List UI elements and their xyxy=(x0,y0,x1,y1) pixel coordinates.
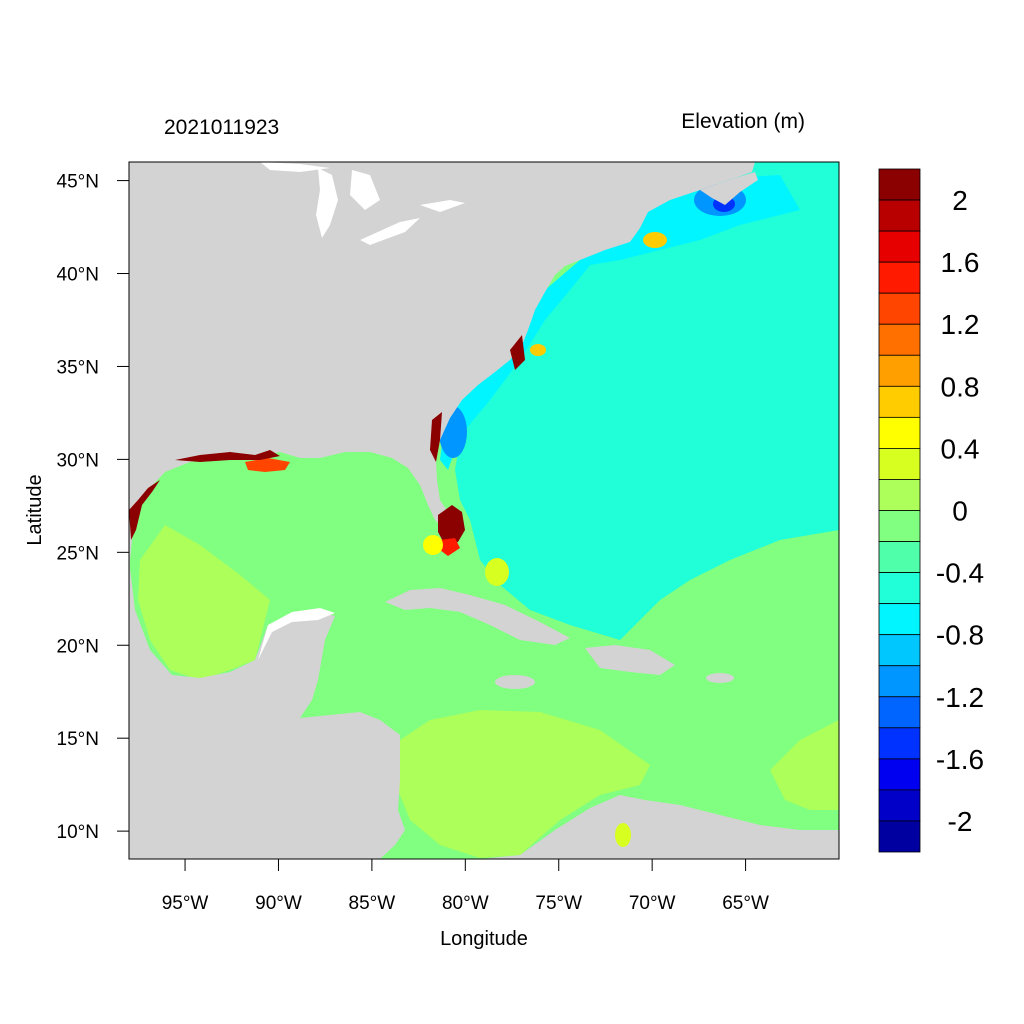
colorbar-swatch xyxy=(878,230,921,263)
colorbar-label: 1.2 xyxy=(941,309,980,340)
colorbar-swatch xyxy=(878,820,921,853)
colorbar-swatch xyxy=(878,448,921,480)
jamaica-island xyxy=(495,675,535,689)
y-tick-label: 30°N xyxy=(57,450,99,471)
colorbar-swatch xyxy=(878,323,921,356)
x-tick-label: 75°W xyxy=(535,893,582,914)
y-tick-label: 10°N xyxy=(57,822,99,843)
colorbar-swatch xyxy=(878,572,921,605)
colorbar-label: -0.8 xyxy=(936,620,984,651)
shelf-negative-region xyxy=(440,175,800,470)
x-tick-label: 85°W xyxy=(349,893,396,914)
colorbar-label: -0.4 xyxy=(936,558,984,589)
lake-superior xyxy=(260,162,330,172)
mexico-central-america xyxy=(129,560,405,859)
colorbar-label: 0.8 xyxy=(941,371,980,402)
colorbar-swatch xyxy=(878,634,921,667)
texas-coast-surge xyxy=(129,480,160,540)
map-panel xyxy=(129,162,839,859)
colorbar-swatch xyxy=(878,199,921,232)
colorbar-swatch xyxy=(878,292,921,325)
colorbar-label: 2 xyxy=(952,185,968,216)
surge-hotspots xyxy=(129,232,667,847)
lake-erie xyxy=(360,218,420,245)
colorbar-swatch xyxy=(878,479,921,511)
x-axis-ticks: 95°W 90°W 85°W 80°W 75°W 70°W 65°W xyxy=(162,859,769,914)
map-frame xyxy=(128,161,840,860)
colorbar-swatch xyxy=(878,789,921,822)
south-america-landmass xyxy=(480,795,839,859)
colorbar-label: 0.4 xyxy=(941,433,980,464)
x-tick-label: 90°W xyxy=(255,893,302,914)
y-tick-label: 25°N xyxy=(57,543,99,564)
colorbar-swatch xyxy=(878,261,921,294)
colorbar-swatch xyxy=(878,727,921,760)
hispaniola-island xyxy=(585,645,675,675)
colorbar-label: 1.6 xyxy=(941,247,980,278)
atlantic-negative-region xyxy=(455,162,839,640)
yucatan-gulf-gap xyxy=(258,608,335,660)
x-tick-label: 80°W xyxy=(442,893,489,914)
colorbar-label: -1.2 xyxy=(936,682,984,713)
colorbar-label: 0 xyxy=(952,496,968,527)
y-tick-label: 45°N xyxy=(57,172,99,193)
colorbar-swatch xyxy=(878,758,921,791)
south-florida-surge xyxy=(438,505,465,545)
lake-ontario xyxy=(420,200,465,212)
colorbar-swatch xyxy=(878,354,921,387)
western-gulf-positive xyxy=(138,525,270,680)
colorbar-swatch xyxy=(878,416,921,449)
venezuela-gulf-positive xyxy=(615,823,631,847)
eastern-caribbean-positive xyxy=(770,720,839,810)
y-tick-label: 35°N xyxy=(57,357,99,378)
x-tick-label: 95°W xyxy=(162,893,209,914)
y-tick-label: 40°N xyxy=(57,265,99,286)
x-axis-title: Longitude xyxy=(440,928,528,950)
y-axis-title: Latitude xyxy=(24,474,46,545)
y-axis-ticks: 45°N 40°N 35°N 30°N 25°N 20°N 15°N 10°N xyxy=(57,172,129,843)
great-lakes xyxy=(258,162,465,660)
south-florida-surge-edge xyxy=(440,538,460,556)
colorbar-label: -1.6 xyxy=(936,744,984,775)
land xyxy=(129,162,839,859)
colorbar-swatch xyxy=(878,541,921,573)
florida-bay-positive xyxy=(423,535,443,555)
timestamp-title: 2021011923 xyxy=(164,116,279,139)
colorbar-swatch xyxy=(878,168,921,201)
cape-cod-positive xyxy=(643,232,667,248)
colorbar-swatch xyxy=(878,603,921,636)
variable-title: Elevation (m) xyxy=(681,110,805,133)
colorbar-label: -2 xyxy=(948,806,973,837)
colorbar-swatch xyxy=(878,385,921,418)
nova-scotia xyxy=(700,172,758,205)
lake-huron xyxy=(350,170,380,210)
puerto-rico-island xyxy=(706,673,734,683)
atlantic-coast-surge xyxy=(430,412,442,462)
cuba-island xyxy=(385,588,570,645)
bahamas-positive xyxy=(485,558,509,586)
y-tick-label: 20°N xyxy=(57,636,99,657)
x-tick-label: 70°W xyxy=(629,893,676,914)
louisiana-surge-core xyxy=(175,450,280,462)
y-tick-label: 15°N xyxy=(57,729,99,750)
x-tick-label: 65°W xyxy=(722,893,769,914)
north-america-landmass xyxy=(129,162,755,600)
colorbar-swatch xyxy=(878,510,921,542)
carolina-coast-surge xyxy=(510,335,525,370)
southern-caribbean-positive xyxy=(398,710,650,858)
colorbar-swatch xyxy=(878,696,921,729)
louisiana-surge xyxy=(245,458,290,472)
cape-hatteras-positive xyxy=(530,344,546,356)
colorbar-swatch xyxy=(878,665,921,698)
colorbar: 2 1.6 1.2 0.8 0.4 0 -0.4 -0.8 -1.2 -1.6 -2 xyxy=(878,168,984,853)
lake-michigan xyxy=(316,168,338,238)
